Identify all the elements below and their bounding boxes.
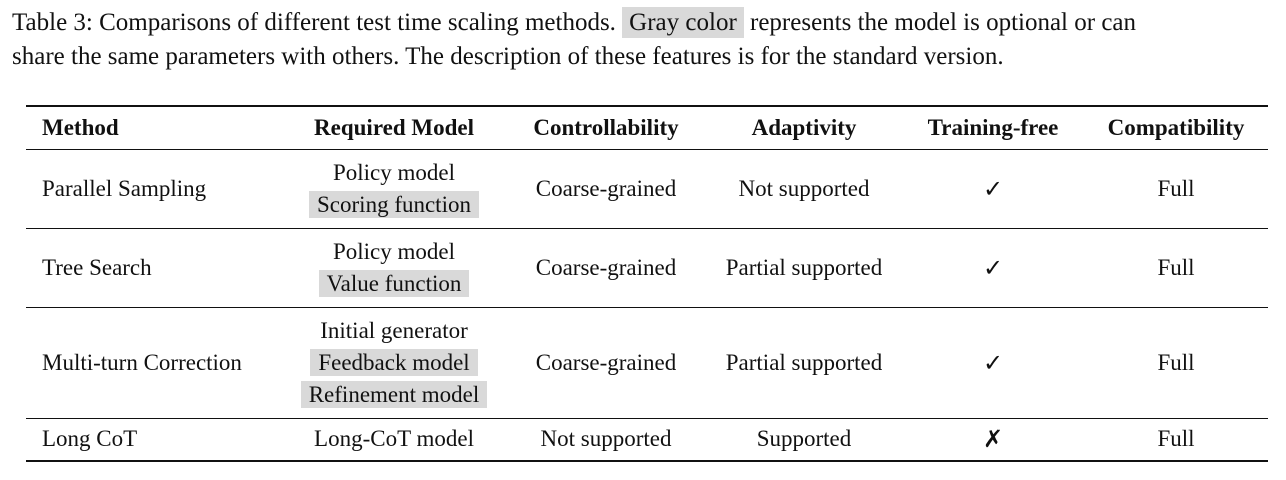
comparison-table: Method Required Model Controllability Ad… bbox=[26, 105, 1268, 462]
model-line: Long-CoT model bbox=[314, 426, 474, 452]
model-line-optional: Scoring function bbox=[282, 189, 506, 221]
adaptivity-cell: Partial supported bbox=[706, 228, 902, 308]
caption-line-1: Table 3: Comparisons of different test t… bbox=[12, 6, 1278, 40]
model-line-optional: Value function bbox=[282, 268, 506, 300]
model-line-optional: Feedback model bbox=[282, 347, 506, 379]
required-model-cell: Policy model Scoring function bbox=[282, 149, 506, 229]
method-cell: Parallel Sampling bbox=[26, 149, 282, 229]
table-row: Multi-turn Correction Initial generator … bbox=[26, 307, 1268, 419]
method-cell: Multi-turn Correction bbox=[26, 307, 282, 419]
caption-text: represents the model is optional or can bbox=[750, 9, 1137, 36]
compatibility-cell: Full bbox=[1157, 426, 1195, 452]
model-line: Policy model bbox=[332, 239, 456, 264]
required-model-cell: Initial generator Feedback model Refinem… bbox=[282, 307, 506, 419]
caption-text: Table 3: Comparisons of different test t… bbox=[12, 9, 616, 36]
required-model-cell: Long-CoT model bbox=[282, 419, 506, 461]
column-header: Required Model bbox=[282, 106, 506, 150]
column-header: Compatibility bbox=[1084, 106, 1268, 150]
table-row: Tree Search Policy model Value function … bbox=[26, 228, 1268, 308]
method-cell: Tree Search bbox=[26, 228, 282, 308]
adaptivity-cell: Partial supported bbox=[706, 307, 902, 419]
model-line-optional: Refinement model bbox=[282, 379, 506, 411]
column-header: Method bbox=[26, 106, 282, 150]
compatibility-cell: Full bbox=[1084, 307, 1268, 419]
required-model-cell: Policy model Value function bbox=[282, 228, 506, 308]
model-line: Policy model bbox=[332, 160, 456, 185]
check-mark-icon: ✓ bbox=[902, 149, 1084, 229]
gray-color-legend: Gray color bbox=[622, 7, 744, 38]
controllability-cell: Coarse-grained bbox=[506, 228, 706, 308]
compatibility-cell: Full bbox=[1084, 149, 1268, 229]
controllability-cell: Coarse-grained bbox=[506, 307, 706, 419]
column-header: Controllability bbox=[506, 106, 706, 150]
check-mark-icon: ✓ bbox=[902, 228, 1084, 308]
column-header: Adaptivity bbox=[706, 106, 902, 150]
controllability-cell: Not supported bbox=[540, 426, 672, 452]
adaptivity-cell: Supported bbox=[756, 426, 852, 452]
model-line: Initial generator bbox=[320, 318, 468, 343]
adaptivity-cell: Not supported bbox=[706, 149, 902, 229]
table-row: Parallel Sampling Policy model Scoring f… bbox=[26, 149, 1268, 229]
caption-line-2: share the same parameters with others. T… bbox=[12, 43, 1004, 70]
table-header-row: Method Required Model Controllability Ad… bbox=[26, 106, 1268, 150]
controllability-cell: Coarse-grained bbox=[506, 149, 706, 229]
cross-mark-icon: ✗ bbox=[982, 425, 1004, 454]
check-mark-icon: ✓ bbox=[902, 307, 1084, 419]
column-header: Training-free bbox=[902, 106, 1084, 150]
compatibility-cell: Full bbox=[1084, 228, 1268, 308]
method-cell: Long CoT bbox=[42, 426, 138, 452]
table-row: Long CoT Long-CoT model Not supported Su… bbox=[26, 419, 1268, 461]
table-caption: Table 3: Comparisons of different test t… bbox=[12, 6, 1278, 74]
